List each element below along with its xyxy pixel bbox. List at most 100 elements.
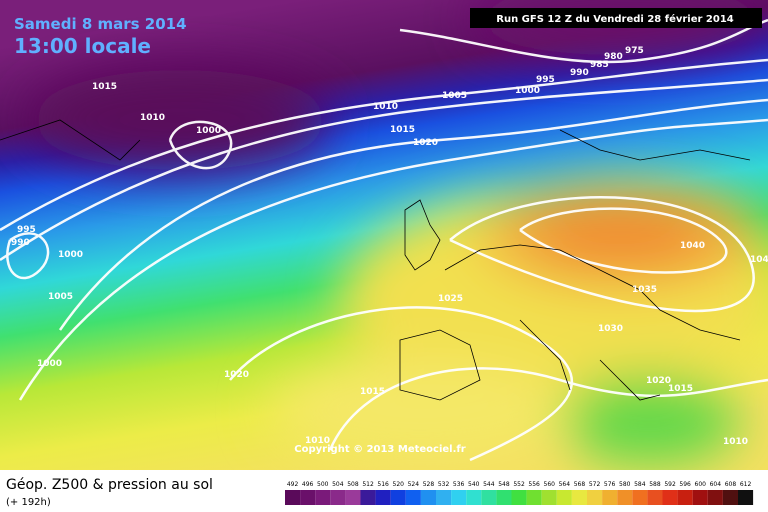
colorbar-cell: [511, 490, 527, 505]
colorbar-label: 552: [513, 481, 525, 488]
footer-title: Géop. Z500 & pression au sol: [6, 477, 213, 493]
colorbar-cell: [602, 490, 618, 505]
colorbar-label: 500: [317, 481, 329, 488]
colorbar-label: 600: [695, 481, 707, 488]
isobar-label: 990: [11, 238, 30, 248]
colorbar-cell: [436, 490, 452, 505]
colorbar-label: 540: [468, 481, 480, 488]
colorbar-cell: [526, 490, 542, 505]
isobar-label: 1020: [413, 138, 438, 148]
colorbar-label: 588: [649, 481, 661, 488]
isobar-label: 985: [590, 60, 609, 70]
colorbar-cell: [556, 490, 572, 505]
colorbar-cell: [571, 490, 587, 505]
copyright: Copyright © 2013 Meteociel.fr: [294, 444, 465, 455]
colorbar-label: 544: [483, 481, 495, 488]
colorbar-cell: [481, 490, 497, 505]
date: Samedi 8 mars 2014: [14, 15, 187, 33]
isobar-label: 1020: [646, 376, 671, 386]
isobar-label: 1000: [58, 250, 83, 260]
isobar-label: 1000: [196, 126, 221, 136]
colorbar-label: 512: [362, 481, 374, 488]
colorbar-cell: [375, 490, 391, 505]
isobar-label: 1025: [438, 294, 463, 304]
colorbar-cell: [405, 490, 421, 505]
isobar-label: 990: [570, 68, 589, 78]
footer-lead: (+ 192h): [6, 497, 51, 508]
isobar-label: 995: [17, 225, 36, 235]
colorbar: 492 496 500 504 508 512 516 520 524 528 532 536 540 5…: [285, 481, 754, 505]
colorbar-cell: [390, 490, 406, 505]
isobar-label: 1010: [305, 436, 330, 446]
colorbar-label: 516: [377, 481, 389, 488]
isobar-label: 1015: [390, 125, 415, 135]
colorbar-cell: [692, 490, 708, 505]
colorbar-cell: [360, 490, 376, 505]
isobar-label: 1040: [680, 241, 705, 251]
colorbar-label: 520: [393, 481, 405, 488]
colorbar-label: 560: [544, 481, 556, 488]
colorbar-cell: [662, 490, 678, 505]
colorbar-label: 532: [438, 481, 450, 488]
colorbar-cell: [541, 490, 557, 505]
isobar-label: 995: [536, 75, 555, 85]
colorbar-cell: [707, 490, 723, 505]
isobar-label: 104: [750, 255, 768, 265]
colorbar-cell: [285, 490, 301, 505]
colorbar-label: 584: [634, 481, 646, 488]
isobar-label: 975: [625, 46, 644, 56]
colorbar-cell: [587, 490, 603, 505]
colorbar-label: 508: [347, 481, 359, 488]
colorbar-label: 556: [528, 481, 540, 488]
colorbar-cell: [466, 490, 482, 505]
colorbar-label: 524: [408, 481, 420, 488]
colorbar-cell: [738, 490, 754, 505]
colorbar-cell: [345, 490, 361, 505]
colorbar-cell: [300, 490, 316, 505]
colorbar-label: 580: [619, 481, 631, 488]
colorbar-label: 492: [287, 481, 299, 488]
isobar-label: 1000: [37, 359, 62, 369]
isobar-label: 1010: [140, 113, 165, 123]
colorbar-label: 608: [725, 481, 737, 488]
colorbar-label: 572: [589, 481, 601, 488]
colorbar-label: 528: [423, 481, 435, 488]
colorbar-label: 504: [332, 481, 344, 488]
isobar-label: 1030: [598, 324, 623, 334]
colorbar-cell: [420, 490, 436, 505]
colorbar-cell: [451, 490, 467, 505]
run-info: Run GFS 12 Z du Vendredi 28 février 2014: [496, 13, 734, 25]
isobar-label: 1005: [442, 91, 467, 101]
colorbar-label: 576: [604, 481, 616, 488]
map-background: [0, 0, 768, 470]
colorbar-cell: [315, 490, 331, 505]
isobar-label: 1005: [48, 292, 73, 302]
colorbar-cell: [617, 490, 633, 505]
colorbar-cell: [496, 490, 512, 505]
colorbar-cell: [632, 490, 648, 505]
colorbar-label: 496: [302, 481, 314, 488]
isobar-label: 1020: [224, 370, 249, 380]
isobar-label: 1010: [373, 102, 398, 112]
isobar-label: 1015: [360, 387, 385, 397]
colorbar-cell: [647, 490, 663, 505]
colorbar-label: 592: [664, 481, 676, 488]
isobar-label: 980: [604, 52, 623, 62]
colorbar-cell: [677, 490, 693, 505]
run-box: [470, 8, 762, 28]
colorbar-label: 564: [559, 481, 571, 488]
isobar-label: 1015: [92, 82, 117, 92]
colorbar-label: 604: [710, 481, 722, 488]
isobar-label: 1015: [668, 384, 693, 394]
colorbar-cell: [330, 490, 346, 505]
colorbar-cell: [722, 490, 738, 505]
isobar-label: 1010: [723, 437, 748, 447]
colorbar-label: 548: [498, 481, 510, 488]
colorbar-label: 536: [453, 481, 465, 488]
colorbar-label: 568: [574, 481, 586, 488]
isobar-label: 1035: [632, 285, 657, 295]
time: 13:00 locale: [14, 34, 151, 58]
colorbar-label: 596: [679, 481, 691, 488]
